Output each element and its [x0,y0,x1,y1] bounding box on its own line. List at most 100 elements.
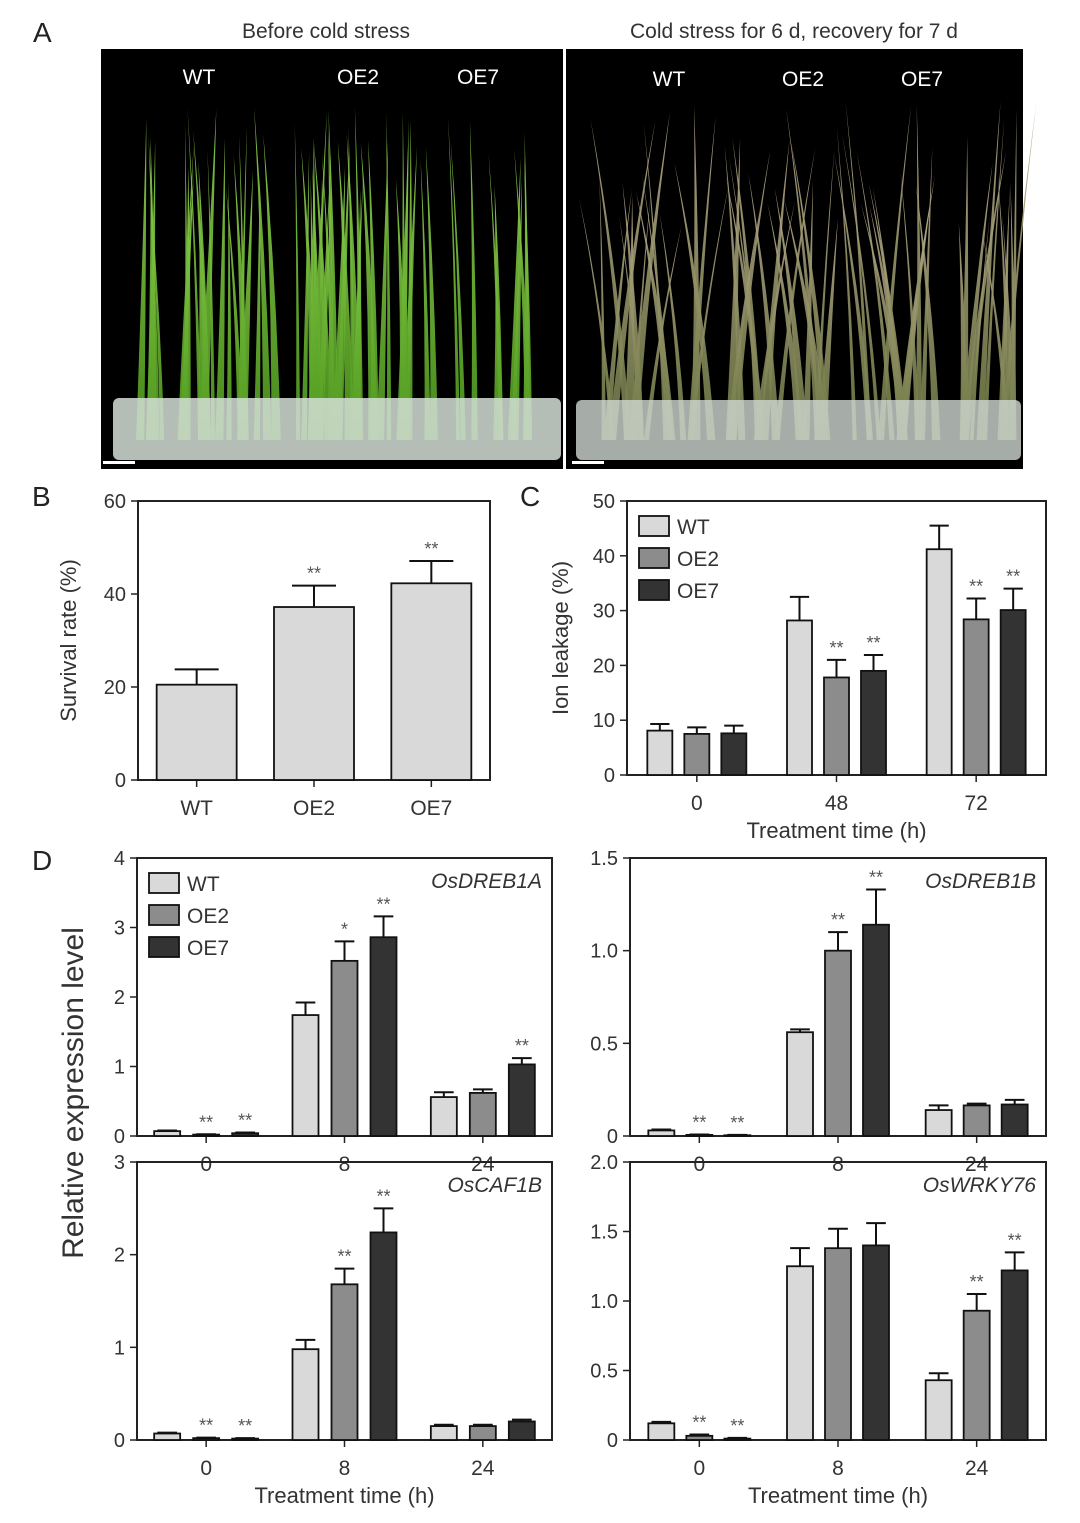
bar [862,1244,890,1441]
bar [291,1348,320,1441]
x-tick-label: 72 [964,792,987,815]
bar [685,1434,714,1441]
plant-leaf [450,140,466,440]
bar [273,606,355,781]
y-tick-label: 30 [593,601,615,623]
bar [369,1231,398,1441]
plant-leaf [802,180,813,441]
legend-label: OE2 [677,548,719,571]
panel-letter-a: A [33,17,52,48]
legend-swatch [148,936,180,958]
plant-leaf [643,224,682,440]
plant-leaf [674,162,716,440]
significance-mark: ** [376,894,390,914]
plant-leaf [1010,181,1017,441]
plant-leaf [328,109,339,441]
bar [824,1247,852,1441]
plant-leaf [425,146,438,440]
plant-leaf [856,150,895,440]
significance-mark: ** [866,633,880,653]
plant-leaf [724,145,746,440]
plant-leaf [603,188,632,440]
photo-before-cold: WT OE2 OE7 [101,49,563,469]
plants-healthy [136,107,533,441]
plant-leaf [313,140,333,440]
y-tick-label: 40 [104,584,126,606]
plant-leaf [969,216,990,440]
legend-label: OE7 [677,580,719,603]
bar [862,923,890,1137]
y-tick-label: 3 [114,1152,125,1174]
bar [999,609,1027,776]
gene-name: OsDREB1B [925,870,1036,893]
bar [823,676,850,776]
significance-mark: ** [1006,567,1020,587]
plant-leaf [376,139,388,440]
x-tick-label: 8 [339,1457,351,1480]
legend-label: OE7 [187,937,229,960]
significance-mark: ** [970,1272,984,1292]
plant-leaf [860,202,907,440]
plant-leaf [327,126,335,440]
plant-leaf [253,182,261,440]
y-tick-label: 0.5 [590,1361,618,1383]
plant-leaf [981,228,1011,440]
plant-leaf [748,173,780,441]
x-tick-label: 8 [339,1153,351,1176]
photo-label-oe2: OE2 [782,68,824,91]
bar [647,1422,676,1441]
plant-leaf [960,136,969,440]
bar [507,1063,536,1137]
plant-leaf [317,152,332,440]
panel-letter: B [32,481,51,512]
legend-label: OE2 [187,905,229,928]
plant-leaf [836,126,857,440]
plant-leaf [348,128,356,440]
plant-leaf [919,146,933,440]
bar [786,619,813,776]
significance-mark: ** [238,1416,252,1436]
legend-swatch [638,547,670,569]
plant-leaf [215,138,225,441]
legend-label: WT [187,873,220,896]
legend-swatch [148,904,180,926]
plant-leaf [351,189,362,440]
y-tick-label: 60 [104,491,126,513]
plant-leaf [899,211,929,440]
bar [786,1031,814,1137]
significance-mark: ** [424,539,438,559]
bar [683,733,711,776]
plant-leaf [833,152,874,441]
plant-leaf [149,179,165,441]
bar [860,669,887,776]
x-tick-label: 24 [471,1153,495,1176]
bar [390,582,473,781]
significance-mark: ** [337,1247,351,1267]
plant-leaf [493,185,503,440]
x-tick-label: 0 [693,1457,705,1480]
y-axis-title: Survival rate (%) [56,559,81,722]
chart-osdreb1b: 0 0.5 1.0 1.5 0 ** ** 8 ** ** 24 OsDREB1B [590,848,1047,1176]
y-tick-label: 2 [114,987,125,1009]
plant-leaf [187,108,203,440]
y-tick-label: 1.0 [590,941,618,963]
plant-leaf [386,112,392,440]
y-tick-label: 2.0 [590,1152,618,1174]
legend-swatch [638,515,670,537]
plant-leaf [254,107,272,440]
y-tick-label: 1.5 [590,848,618,870]
y-tick-label: 1.0 [590,1291,618,1313]
x-axis-title: Treatment time (h) [254,1483,434,1508]
photo-title-after: Cold stress for 6 d, recovery for 7 d [630,20,958,43]
plant-leaf [961,150,1007,440]
y-tick-label: 1 [114,1337,125,1359]
plant-leaf [263,134,281,440]
bar [720,732,748,776]
y-tick-label: 10 [593,710,615,732]
x-tick-label: 0 [200,1153,212,1176]
plant-leaf [915,105,923,441]
bar [330,959,359,1137]
plant-leaf [900,171,920,440]
plant-leaf [507,157,521,440]
plant-leaf [915,184,941,440]
